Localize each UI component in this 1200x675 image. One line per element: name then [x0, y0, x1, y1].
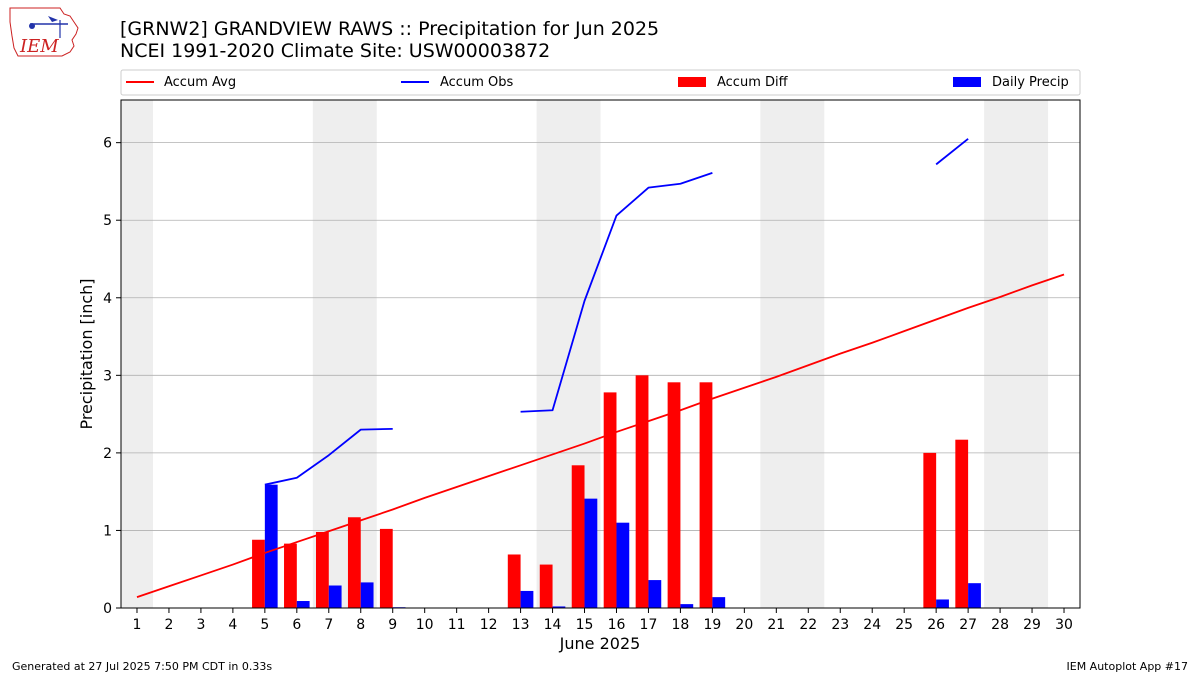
x-tick-label-6: 6	[292, 617, 301, 633]
x-tick-label-28: 28	[991, 617, 1009, 633]
legend-entry-daily-precip: Daily Precip	[953, 75, 1069, 90]
footer-app: IEM Autoplot App #17	[1067, 660, 1189, 673]
x-tick-label-12: 12	[480, 617, 498, 633]
line-accum-obs-segment-2	[935, 138, 969, 166]
bar-accum-diff-day-15	[571, 465, 585, 608]
x-tick-label-22: 22	[799, 617, 817, 633]
x-tick-label-15: 15	[576, 617, 594, 633]
line-accum-obs-segment-1	[520, 172, 713, 413]
x-tick-label-16: 16	[608, 617, 626, 633]
x-tick-label-18: 18	[672, 617, 690, 633]
line-accum-avg-segment-0	[136, 273, 1065, 598]
x-axis-label: June 2025	[559, 634, 641, 653]
bar-daily-precip-day-6	[296, 601, 310, 608]
y-tick-label-6: 6	[103, 136, 112, 152]
bar-accum-diff-day-9	[379, 528, 393, 608]
x-tick-label-30: 30	[1055, 617, 1073, 633]
y-axis-label: Precipitation [inch]	[77, 278, 96, 429]
x-tick-label-9: 9	[388, 617, 397, 633]
y-tick-label-0: 0	[103, 601, 112, 617]
x-tick-label-10: 10	[416, 617, 434, 633]
bar-accum-diff-day-19	[699, 382, 713, 608]
x-tick-label-23: 23	[831, 617, 849, 633]
y-tick-label-5: 5	[103, 213, 112, 229]
bar-accum-diff-day-16	[603, 392, 617, 608]
x-axis: 1 2 3 4 5 6 7 8 9 10 11 12 13 14 15 16 17 18 19 20 21 22 23 24 2…	[133, 608, 1073, 633]
x-tick-label-26: 26	[927, 617, 945, 633]
x-tick-label-20: 20	[735, 617, 753, 633]
bar-accum-diff-day-14	[539, 564, 553, 608]
legend-entry-accum-diff: Accum Diff	[678, 75, 789, 90]
x-tick-label-5: 5	[260, 617, 269, 633]
legend-label-accum-avg: Accum Avg	[164, 75, 236, 90]
x-tick-label-27: 27	[959, 617, 977, 633]
chart-subtitle: NCEI 1991-2020 Climate Site: USW00003872	[120, 40, 550, 62]
bar-daily-precip-day-18	[680, 604, 694, 608]
bar-daily-precip-day-14	[552, 606, 566, 608]
bar-accum-diff-day-13	[507, 554, 521, 608]
weekend-band-4	[984, 100, 1049, 608]
legend-label-accum-obs: Accum Obs	[440, 75, 513, 90]
plot-frame	[120, 99, 1081, 609]
bar-daily-precip-day-19	[712, 597, 726, 608]
y-tick-label-1: 1	[103, 523, 112, 539]
x-tick-label-14: 14	[544, 617, 562, 633]
bar-daily-precip-day-8	[360, 582, 374, 608]
x-tick-label-1: 1	[133, 617, 142, 633]
chart-title: [GRNW2] GRANDVIEW RAWS :: Precipitation …	[120, 18, 659, 40]
y-tick-label-3: 3	[103, 368, 112, 384]
footer-generated: Generated at 27 Jul 2025 7:50 PM CDT in …	[12, 660, 272, 673]
legend-label-accum-diff: Accum Diff	[717, 75, 789, 90]
bar-accum-diff-day-5	[252, 539, 265, 608]
legend: Accum Avg Accum Obs Accum Diff Daily Pre…	[120, 69, 1081, 96]
bar-accum-diff-day-6	[284, 543, 297, 608]
y-axis: 0 1 2 3 4 5 6	[103, 136, 121, 617]
weekend-band-3	[760, 100, 825, 608]
y-tick-label-4: 4	[103, 291, 112, 307]
bar-daily-precip-day-7	[328, 585, 342, 608]
x-tick-label-4: 4	[228, 617, 237, 633]
weekend-band-0	[121, 100, 153, 608]
x-tick-label-25: 25	[895, 617, 913, 633]
gridlines	[121, 142, 1080, 531]
bar-daily-precip-day-5	[264, 484, 278, 608]
x-tick-label-21: 21	[767, 617, 785, 633]
bar-accum-diff-day-26	[923, 452, 937, 608]
legend-label-daily-precip: Daily Precip	[992, 75, 1069, 90]
weekend-band-1	[312, 100, 377, 608]
x-tick-label-17: 17	[640, 617, 658, 633]
x-tick-label-13: 13	[512, 617, 530, 633]
x-tick-label-2: 2	[164, 617, 173, 633]
x-tick-label-8: 8	[356, 617, 365, 633]
legend-entry-accum-obs: Accum Obs	[401, 75, 513, 90]
bar-daily-precip-day-27	[968, 583, 981, 608]
logo-text: IEM	[19, 36, 59, 57]
bar-accum-diff-day-27	[955, 439, 969, 608]
x-tick-label-29: 29	[1023, 617, 1041, 633]
bar-accum-diff-day-7	[315, 531, 329, 608]
x-tick-label-19: 19	[703, 617, 721, 633]
legend-entry-accum-avg: Accum Avg	[126, 75, 236, 90]
line-accum-obs-segment-0	[264, 427, 393, 486]
bar-daily-precip-day-17	[648, 580, 662, 608]
bar-accum-diff-day-17	[635, 375, 649, 608]
bar-daily-precip-day-13	[520, 590, 534, 608]
x-tick-label-11: 11	[448, 617, 466, 633]
x-tick-label-3: 3	[196, 617, 205, 633]
x-tick-label-7: 7	[324, 617, 333, 633]
line-series	[136, 138, 1065, 598]
bar-accum-diff-day-8	[347, 517, 361, 608]
x-tick-label-24: 24	[863, 617, 881, 633]
iem-logo: IEM	[9, 7, 79, 57]
bar-daily-precip-day-16	[616, 522, 630, 608]
y-tick-label-2: 2	[103, 446, 112, 462]
bar-daily-precip-day-26	[936, 599, 949, 608]
bar-daily-precip-day-15	[584, 498, 598, 608]
bar-series	[252, 375, 981, 609]
weekend-bands	[121, 100, 1049, 608]
bar-accum-diff-day-18	[667, 382, 681, 608]
